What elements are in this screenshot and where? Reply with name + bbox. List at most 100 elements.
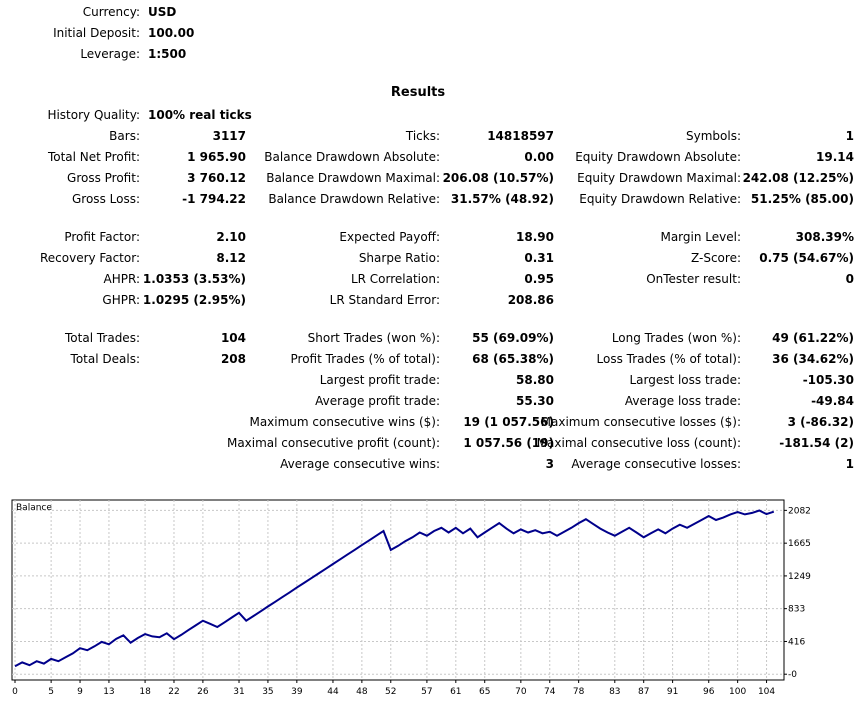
x-tick-label: 57	[421, 687, 432, 697]
sharpe-ratio-value: 0.31	[524, 251, 554, 265]
x-tick-label: 22	[168, 687, 179, 697]
balance-drawdown-maximal-label: Balance Drawdown Maximal:	[266, 171, 440, 185]
x-tick-label: 31	[233, 687, 244, 697]
long-trades-value: 49 (61.22%)	[772, 331, 854, 345]
y-tick-label: -0	[788, 670, 797, 680]
balance-drawdown-relative-value: 31.57% (48.92)	[450, 192, 554, 206]
x-tick-label: 48	[356, 687, 368, 697]
balance-series-line	[14, 509, 775, 668]
y-tick-label: 1249	[788, 572, 811, 582]
ontester-result-label: OnTester result:	[646, 272, 741, 286]
leverage-label: Leverage:	[80, 47, 140, 61]
y-tick-label: 416	[788, 637, 805, 647]
x-tick-label: 78	[573, 687, 585, 697]
x-tick-label: 9	[77, 687, 83, 697]
x-tick-label: 61	[450, 687, 461, 697]
average-consecutive-losses-value: 1	[845, 457, 854, 471]
maximal-consecutive-loss-label: Maximal consecutive loss (count):	[536, 436, 741, 450]
gross-profit-label: Gross Profit:	[67, 171, 140, 185]
recovery-factor-label: Recovery Factor:	[39, 251, 140, 265]
z-score-label: Z-Score:	[691, 251, 741, 265]
x-tick-label: 70	[515, 687, 527, 697]
short-trades-label: Short Trades (won %):	[307, 331, 440, 345]
ghpr-value: 1.0295 (2.95%)	[142, 293, 246, 307]
maximal-consecutive-profit-label: Maximal consecutive profit (count):	[226, 436, 440, 450]
balance-drawdown-absolute-value: 0.00	[524, 150, 554, 164]
history-quality-value: 100% real ticks	[148, 108, 252, 122]
lr-correlation-value: 0.95	[524, 272, 554, 286]
max-consecutive-wins-label: Maximum consecutive wins ($):	[249, 415, 440, 429]
balance-drawdown-maximal-value: 206.08 (10.57%)	[442, 171, 554, 185]
currency-label: Currency:	[82, 5, 140, 19]
expected-payoff-label: Expected Payoff:	[339, 230, 440, 244]
profit-factor-value: 2.10	[216, 230, 246, 244]
x-tick-label: 13	[103, 687, 114, 697]
x-tick-label: 0	[12, 687, 18, 697]
x-tick-label: 35	[262, 687, 273, 697]
largest-profit-trade-label: Largest profit trade:	[319, 373, 440, 387]
gross-loss-value: -1 794.22	[182, 192, 246, 206]
average-consecutive-losses-label: Average consecutive losses:	[571, 457, 741, 471]
max-consecutive-losses-value: 3 (-86.32)	[787, 415, 854, 429]
x-tick-label: 87	[638, 687, 649, 697]
x-tick-label: 18	[139, 687, 151, 697]
z-score-value: 0.75 (54.67%)	[759, 251, 854, 265]
ticks-value: 14818597	[487, 129, 554, 143]
total-net-profit-value: 1 965.90	[187, 150, 246, 164]
total-trades-label: Total Trades:	[65, 331, 140, 345]
x-tick-label: 96	[703, 687, 715, 697]
average-profit-trade-label: Average profit trade:	[315, 394, 440, 408]
loss-trades-label: Loss Trades (% of total):	[596, 352, 742, 366]
average-consecutive-wins-value: 3	[545, 457, 554, 471]
equity-drawdown-absolute-label: Equity Drawdown Absolute:	[575, 150, 741, 164]
bars-label: Bars:	[109, 129, 140, 143]
profit-trades-value: 68 (65.38%)	[472, 352, 554, 366]
lr-standard-error-value: 208.86	[507, 293, 554, 307]
chart-title: Balance	[16, 503, 52, 513]
total-deals-value: 208	[220, 352, 246, 366]
x-tick-label: 91	[667, 687, 678, 697]
chart-frame	[11, 499, 785, 681]
largest-loss-trade-value: -105.30	[802, 373, 854, 387]
average-profit-trade-value: 55.30	[516, 394, 554, 408]
profit-trades-label: Profit Trades (% of total):	[290, 352, 440, 366]
max-consecutive-wins-value: 19 (1 057.56)	[463, 415, 554, 429]
x-tick-label: 74	[544, 687, 556, 697]
x-tick-label: 44	[327, 687, 339, 697]
equity-drawdown-relative-value: 51.25% (85.00)	[750, 192, 854, 206]
symbols-value: 1	[845, 129, 854, 143]
lr-correlation-label: LR Correlation:	[350, 272, 440, 286]
total-deals-label: Total Deals:	[70, 352, 140, 366]
average-loss-trade-value: -49.84	[811, 394, 854, 408]
long-trades-label: Long Trades (won %):	[611, 331, 741, 345]
margin-level-value: 308.39%	[795, 230, 854, 244]
balance-drawdown-relative-label: Balance Drawdown Relative:	[268, 192, 440, 206]
x-tick-label: 52	[385, 687, 396, 697]
gross-profit-value: 3 760.12	[187, 171, 246, 185]
lr-standard-error-label: LR Standard Error:	[329, 293, 440, 307]
x-tick-label: 39	[291, 687, 303, 697]
total-trades-value: 104	[220, 331, 246, 345]
equity-drawdown-absolute-value: 19.14	[816, 150, 854, 164]
equity-drawdown-maximal-value: 242.08 (12.25%)	[742, 171, 854, 185]
ticks-label: Ticks:	[405, 129, 440, 143]
x-tick-label: 5	[48, 687, 54, 697]
margin-level-label: Margin Level:	[660, 230, 741, 244]
y-tick-label: 833	[788, 605, 805, 615]
maximal-consecutive-profit-value: 1 057.56 (19)	[463, 436, 554, 450]
average-consecutive-wins-label: Average consecutive wins:	[280, 457, 440, 471]
max-consecutive-losses-label: Maximum consecutive losses ($):	[540, 415, 741, 429]
x-axis: 0 5 9 13 18 22 26 31 35 39 44 48 52 57 61 65 70 74 78 83 87 9…	[12, 680, 775, 697]
equity-drawdown-relative-label: Equity Drawdown Relative:	[579, 192, 741, 206]
ahpr-label: AHPR:	[103, 272, 140, 286]
initial-deposit-value: 100.00	[148, 26, 195, 40]
x-tick-label: 104	[758, 687, 775, 697]
maximal-consecutive-loss-value: -181.54 (2)	[779, 436, 854, 450]
symbols-label: Symbols:	[686, 129, 741, 143]
x-tick-label: 26	[197, 687, 209, 697]
short-trades-value: 55 (69.09%)	[472, 331, 554, 345]
x-tick-label: 100	[729, 687, 746, 697]
largest-loss-trade-label: Largest loss trade:	[629, 373, 741, 387]
y-axis: -0 416 833 1249 1665 2082	[784, 506, 811, 680]
average-loss-trade-label: Average loss trade:	[624, 394, 741, 408]
